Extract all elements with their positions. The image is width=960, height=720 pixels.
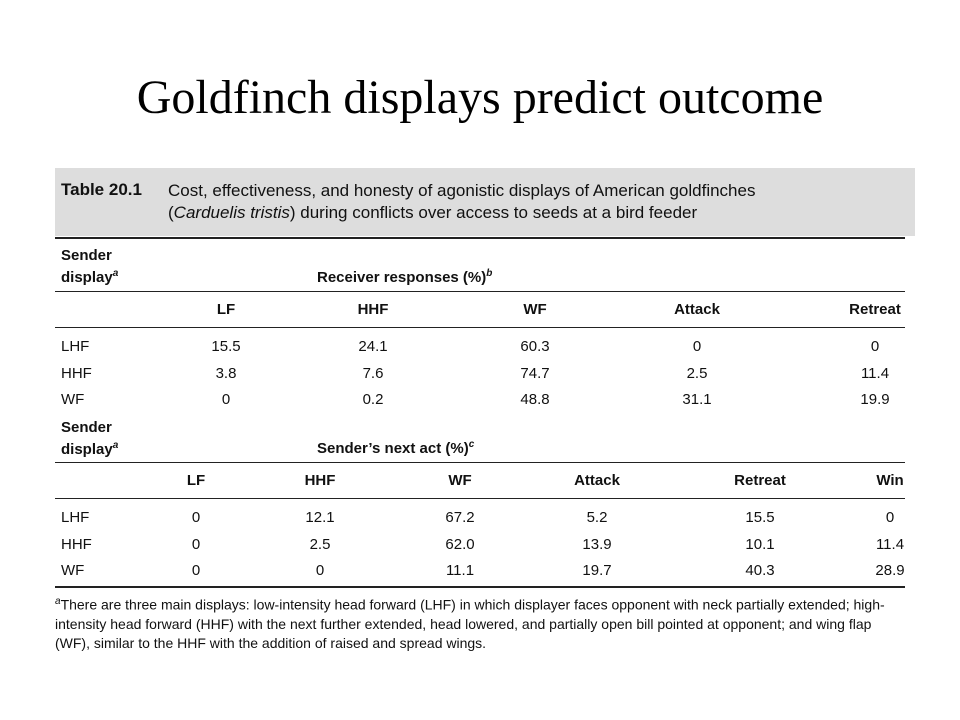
slide-title: Goldfinch displays predict outcome — [136, 71, 824, 124]
table-panel: Table 20.1 Cost, effectiveness, and hone… — [55, 168, 915, 698]
table-cell: 5.2 — [586, 509, 608, 526]
row-label: LHF — [61, 338, 90, 355]
section1-row-label-sup: a — [112, 268, 119, 279]
table-cell: 15.5 — [211, 338, 241, 355]
table-cell: 62.0 — [445, 536, 475, 553]
section2-col-lf: LF — [186, 472, 206, 489]
table-cell: 11.4 — [875, 536, 905, 553]
caption-line1: Cost, effectiveness, and honesty of agon… — [168, 181, 756, 200]
section1-group-text: Receiver responses (%) — [317, 269, 487, 286]
table-cell: 0 — [315, 562, 325, 579]
table-cell: 15.5 — [745, 509, 775, 526]
table-cell: 19.9 — [860, 391, 890, 408]
section1-group-label: Receiver responses (%)b — [317, 265, 492, 287]
table-cell: 0 — [692, 338, 702, 355]
table-cell: 67.2 — [445, 509, 475, 526]
section2-row-label-sup: a — [112, 440, 119, 451]
section2-col-wf: WF — [448, 472, 472, 489]
table-cell: 48.8 — [520, 391, 550, 408]
section1-group-sup: b — [486, 268, 493, 279]
section1-row-label-line2: display — [61, 269, 113, 286]
rule-s2-header — [55, 462, 905, 463]
section1-col-lf: LF — [216, 301, 236, 318]
section2-row-label-line2: display — [61, 441, 113, 458]
rule-bottom — [55, 586, 905, 588]
row-label: WF — [61, 391, 85, 408]
table-cell: 2.5 — [686, 365, 708, 382]
table-footnote: aThere are three main displays: low-inte… — [55, 592, 905, 653]
row-label: LHF — [61, 509, 90, 526]
section1-col-retreat: Retreat — [849, 301, 901, 318]
section2-row-label: Sender displaya — [61, 419, 118, 459]
section2-col-retreat: Retreat — [734, 472, 786, 489]
section1-row-label-line1: Sender — [61, 247, 112, 264]
section1-col-hhf: HHF — [357, 301, 389, 318]
table-cell: 2.5 — [309, 536, 331, 553]
row-label: HHF — [61, 536, 92, 553]
footnote-text: There are three main displays: low-inten… — [55, 596, 885, 651]
table-cell: 3.8 — [215, 365, 237, 382]
row-label: WF — [61, 562, 85, 579]
section1-col-wf: WF — [523, 301, 547, 318]
footnote-mark: a — [55, 596, 61, 607]
table-cell: 24.1 — [358, 338, 388, 355]
section2-row-label-line1: Sender — [61, 419, 112, 436]
row-label: HHF — [61, 365, 92, 382]
table-cell: 74.7 — [520, 365, 550, 382]
table-cell: 0 — [870, 338, 880, 355]
section2-col-hhf: HHF — [304, 472, 336, 489]
caption-line2: ) during conflicts over access to seeds … — [289, 203, 698, 222]
table-cell: 0 — [885, 509, 895, 526]
table-cell: 0 — [191, 536, 201, 553]
table-cell: 13.9 — [582, 536, 612, 553]
section2-group-text: Sender’s next act (%) — [317, 440, 469, 457]
table-cell: 0.2 — [362, 391, 384, 408]
table-cell: 31.1 — [682, 391, 712, 408]
table-cell: 0 — [191, 562, 201, 579]
table-cell: 0 — [191, 509, 201, 526]
table-cell: 40.3 — [745, 562, 775, 579]
section2-group-label: Sender’s next act (%)c — [317, 436, 474, 458]
table-cell: 60.3 — [520, 338, 550, 355]
table-cell: 10.1 — [745, 536, 775, 553]
section2-group-sup: c — [468, 439, 475, 450]
table-cell: 12.1 — [305, 509, 335, 526]
section1-row-label: Sender displaya — [61, 247, 118, 287]
rule-top — [55, 237, 905, 239]
section1-col-attack: Attack — [674, 301, 720, 318]
rule-s1-body — [55, 327, 905, 328]
table-caption: Cost, effectiveness, and honesty of agon… — [168, 181, 756, 222]
table-cell: 28.9 — [875, 562, 905, 579]
caption-species: Carduelis tristis — [173, 203, 290, 222]
section2-col-win: Win — [876, 472, 904, 489]
table-number: Table 20.1 — [61, 180, 142, 199]
table-cell: 7.6 — [362, 365, 384, 382]
table-cell: 11.1 — [445, 562, 475, 579]
table-cell: 11.4 — [860, 365, 890, 382]
section2-col-attack: Attack — [574, 472, 620, 489]
rule-s2-body — [55, 498, 905, 499]
rule-s1-header — [55, 291, 905, 292]
table-cell: 19.7 — [582, 562, 612, 579]
table-cell: 0 — [221, 391, 231, 408]
table-header: Table 20.1 Cost, effectiveness, and hone… — [55, 168, 915, 236]
